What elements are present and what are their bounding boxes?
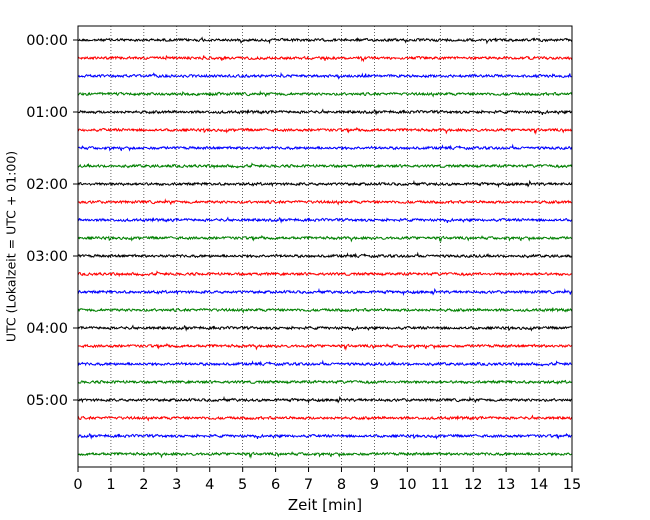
y-tick-label: 00:00 (26, 33, 68, 49)
x-tick-label: 5 (238, 477, 247, 493)
y-tick-label: 03:00 (26, 249, 68, 265)
y-tick-label: 04:00 (26, 321, 68, 337)
seismic-trace (77, 432, 573, 440)
seismic-trace (77, 71, 573, 80)
seismic-trace (77, 451, 573, 459)
seismic-trace (77, 395, 573, 405)
seismic-trace (77, 216, 573, 224)
seismic-trace (77, 108, 573, 116)
seismic-trace (77, 126, 573, 135)
y-axis-label: UTC (Lokalzeit = UTC + 01:00) (4, 151, 19, 342)
x-tick-label: 14 (530, 477, 548, 493)
x-tick-label: 15 (563, 477, 581, 493)
seismic-trace (77, 270, 573, 278)
seismic-trace (77, 162, 573, 170)
seismic-trace (77, 379, 573, 385)
x-tick-label: 3 (172, 477, 181, 493)
x-tick-label: 11 (431, 477, 449, 493)
plot-frame (77, 25, 573, 468)
y-axis: 00:00 01:00 02:00 03:00 04:00 05:00 (26, 33, 78, 409)
seismic-trace (77, 179, 573, 189)
seismic-trace (77, 324, 573, 332)
x-tick-label: 12 (464, 477, 482, 493)
seismic-trace (77, 90, 573, 98)
seismic-trace (77, 198, 573, 206)
x-tick-label: 2 (139, 477, 148, 493)
seismic-trace (77, 234, 573, 243)
x-axis-label: Zeit [min] (288, 496, 362, 514)
seismic-trace (77, 287, 573, 297)
x-tick-label: 0 (73, 477, 82, 493)
seismic-trace (77, 36, 573, 45)
x-tick-label: 10 (398, 477, 416, 493)
y-tick-label: 01:00 (26, 105, 68, 121)
x-tick-label: 4 (205, 477, 214, 493)
x-tick-label: 8 (337, 477, 346, 493)
x-tick-label: 13 (497, 477, 515, 493)
seismic-trace (77, 359, 573, 368)
seismic-trace (77, 414, 573, 422)
x-tick-label: 1 (106, 477, 115, 493)
x-tick-label: 6 (271, 477, 280, 493)
x-axis: 0 1 2 3 4 5 6 7 8 9 10 11 12 13 14 15 (73, 467, 581, 493)
seismic-trace (77, 342, 573, 351)
seismic-trace (77, 251, 573, 259)
y-tick-label: 02:00 (26, 177, 68, 193)
seismic-trace (77, 54, 573, 63)
seismic-trace (77, 143, 573, 152)
trace-group (77, 36, 573, 459)
y-tick-label: 05:00 (26, 393, 68, 409)
x-tick-label: 9 (370, 477, 379, 493)
seismic-trace (77, 307, 573, 314)
x-tick-label: 7 (304, 477, 313, 493)
